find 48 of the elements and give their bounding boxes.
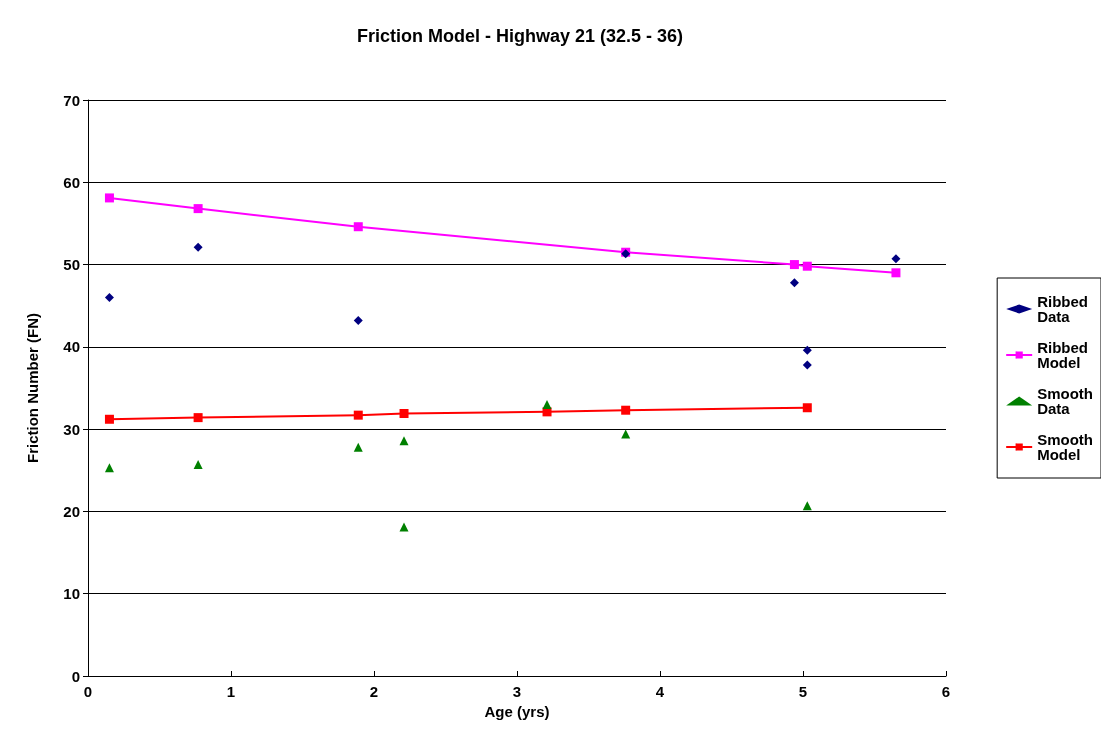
point — [104, 414, 114, 424]
chart-title: Friction Model - Highway 21 (32.5 - 36) — [356, 26, 684, 46]
point — [891, 268, 901, 278]
point — [789, 278, 799, 288]
y-tick-label: 0 — [71, 667, 80, 685]
y-tick-label: 60 — [63, 173, 80, 191]
point — [353, 442, 363, 452]
legend-label: Ribbed Model — [1037, 339, 1089, 371]
y-tick-label: 30 — [63, 420, 80, 438]
point — [104, 292, 114, 302]
y-tick-label: 70 — [63, 91, 80, 109]
point — [104, 463, 114, 473]
y-tick-label: 50 — [63, 256, 80, 274]
point — [802, 345, 812, 355]
point — [399, 409, 409, 419]
point — [891, 254, 901, 264]
x-tick-label: 0 — [83, 683, 93, 700]
point — [353, 410, 363, 420]
point — [193, 413, 203, 423]
point — [802, 360, 812, 370]
x-tick-label: 2 — [369, 683, 379, 700]
point — [353, 316, 363, 326]
x-tick-label: 1 — [226, 683, 236, 700]
point — [104, 193, 114, 203]
point — [399, 522, 409, 532]
point — [353, 222, 363, 232]
point — [193, 204, 203, 214]
legend-label: Ribbed Data — [1037, 293, 1089, 325]
x-axis-title: Age (yrs) — [484, 702, 550, 720]
point — [542, 399, 552, 409]
point — [621, 429, 631, 439]
point — [193, 460, 203, 470]
y-tick-label: 40 — [63, 338, 80, 356]
x-tick-label: 6 — [941, 683, 951, 700]
legend-label: Smooth Data — [1037, 385, 1093, 417]
x-tick-label: 4 — [655, 683, 665, 700]
point — [802, 261, 812, 271]
y-tick-label: 20 — [63, 502, 80, 520]
point — [399, 436, 409, 446]
x-tick-label: 5 — [798, 683, 808, 700]
x-tick-label: 3 — [512, 683, 522, 700]
y-tick-label: 10 — [63, 585, 80, 603]
point — [802, 403, 812, 413]
legend-label: Smooth Model — [1037, 431, 1093, 463]
point — [789, 260, 799, 270]
y-axis-title: Friction Number (FN) — [24, 313, 41, 463]
point — [621, 405, 631, 415]
point — [193, 242, 203, 252]
